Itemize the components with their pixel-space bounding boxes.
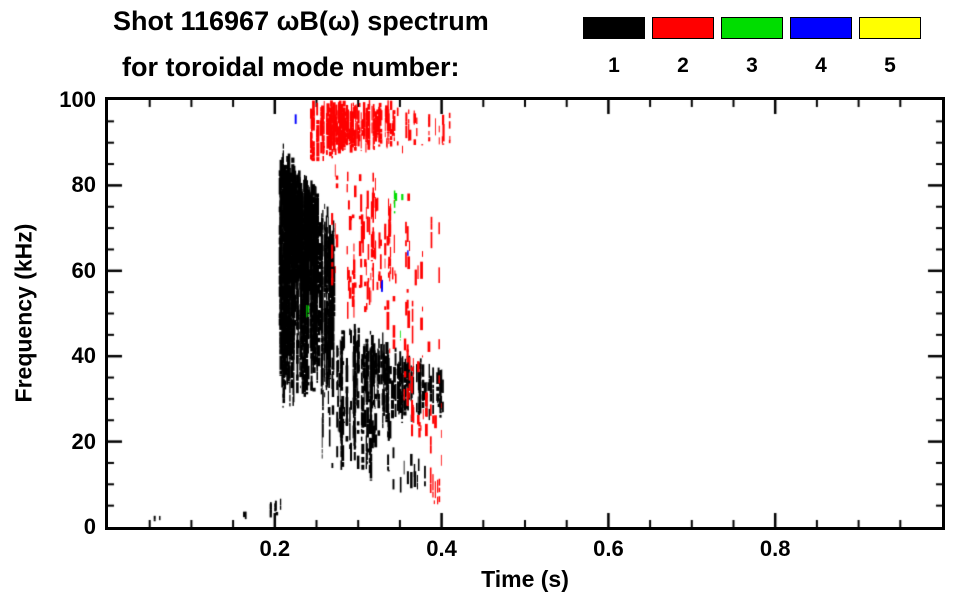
legend-swatch-5 xyxy=(859,17,921,39)
y-tick-label-60: 60 xyxy=(71,257,96,283)
x-tick-label-0.2: 0.2 xyxy=(259,536,291,561)
y-axis-label: Frequency (kHz) xyxy=(10,223,37,403)
spectrogram-canvas xyxy=(108,100,942,527)
y-tick-label-0: 0 xyxy=(83,514,96,539)
plot-area xyxy=(105,97,945,530)
legend-label-1: 1 xyxy=(608,54,620,77)
chart-subtitle: for toroidal mode number: xyxy=(122,52,460,82)
legend-label-2: 2 xyxy=(677,54,689,77)
y-tick-label-20: 20 xyxy=(71,428,96,454)
x-tick-label-0.8: 0.8 xyxy=(759,536,791,561)
y-tick-label-100: 100 xyxy=(59,87,96,112)
legend-label-5: 5 xyxy=(884,54,896,77)
legend-label-3: 3 xyxy=(746,54,758,77)
legend-swatch-4 xyxy=(790,17,852,39)
y-tick-label-40: 40 xyxy=(71,343,96,369)
x-tick-label-0.6: 0.6 xyxy=(593,536,624,561)
y-tick-label-80: 80 xyxy=(71,172,96,198)
legend-swatch-2 xyxy=(652,17,714,39)
chart-title: Shot 116967 ωB(ω) spectrum xyxy=(113,6,489,36)
legend-swatch-1 xyxy=(583,17,645,39)
x-tick-label-0.4: 0.4 xyxy=(426,536,457,561)
legend-swatch-3 xyxy=(721,17,783,39)
x-axis-label: Time (s) xyxy=(481,566,569,592)
legend-label-4: 4 xyxy=(815,54,827,77)
